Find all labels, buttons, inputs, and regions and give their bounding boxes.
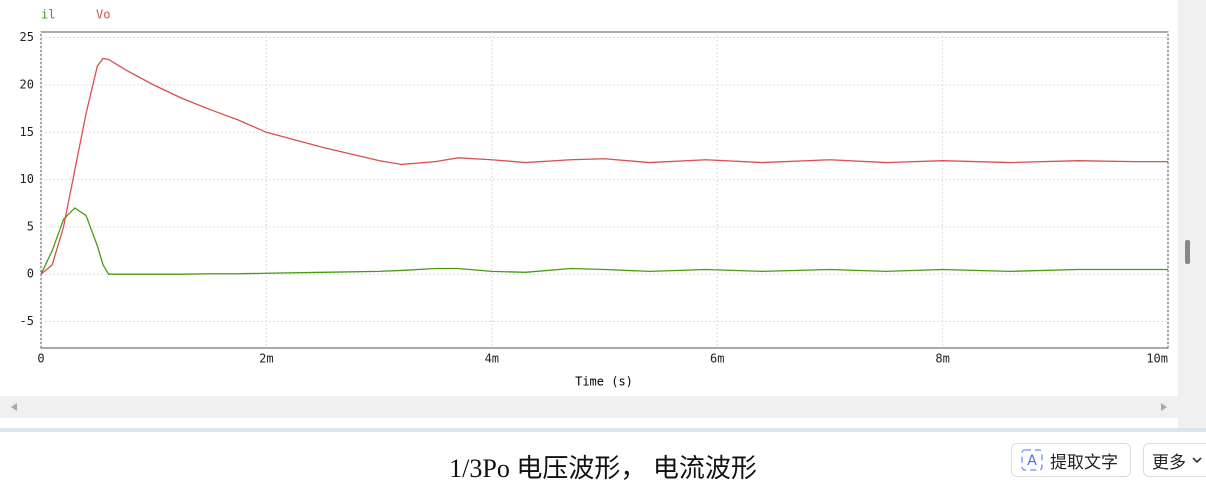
divider: [0, 428, 1206, 432]
x-tick-label: 6m: [710, 352, 724, 366]
y-tick-label: 15: [20, 125, 34, 139]
legend-label: Vo: [96, 8, 110, 22]
button-label: 更多: [1152, 452, 1186, 473]
series-line: [40, 57, 1168, 275]
x-tick-label: 4m: [485, 352, 499, 366]
panel: [0, 0, 1206, 432]
scroll-left[interactable]: [11, 403, 17, 411]
svg-text:A: A: [1027, 453, 1037, 469]
icon: A: [1021, 449, 1043, 471]
h-scrollbar[interactable]: [0, 396, 1178, 418]
series-line: [40, 207, 1168, 275]
extract-text-button[interactable]: A 提取文字: [1011, 443, 1131, 477]
y-tick-label: 20: [20, 77, 34, 91]
chevron: [1192, 457, 1202, 464]
y-tick-label: 25: [20, 30, 34, 44]
v-scroll-thumb[interactable]: [1185, 240, 1190, 264]
caption: 1/3Po 电压波形， 电流波形: [449, 454, 757, 483]
v-scrollbar[interactable]: [1178, 0, 1206, 432]
y-tick-label: 10: [20, 172, 34, 186]
x-tick-label: 8m: [935, 352, 949, 366]
x-axis-label: Time (s): [575, 375, 633, 389]
chart: Time (s) -5 0 5 10 15 20 25 0 2m 4m 6m 8m 10m il Vo: [0, 0, 1206, 432]
scroll-right[interactable]: [1161, 403, 1167, 411]
x-tick-label: 10m: [1146, 352, 1168, 366]
y-tick-label: -5: [20, 314, 34, 328]
legend-label: il: [41, 8, 55, 22]
x-tick-label: 2m: [259, 352, 273, 366]
more-button[interactable]: 更多: [1143, 443, 1206, 477]
x-tick-label: 0: [37, 352, 44, 366]
y-tick-label: 0: [27, 267, 34, 281]
button-label: 提取文字: [1050, 452, 1118, 473]
y-tick-label: 5: [27, 219, 34, 233]
